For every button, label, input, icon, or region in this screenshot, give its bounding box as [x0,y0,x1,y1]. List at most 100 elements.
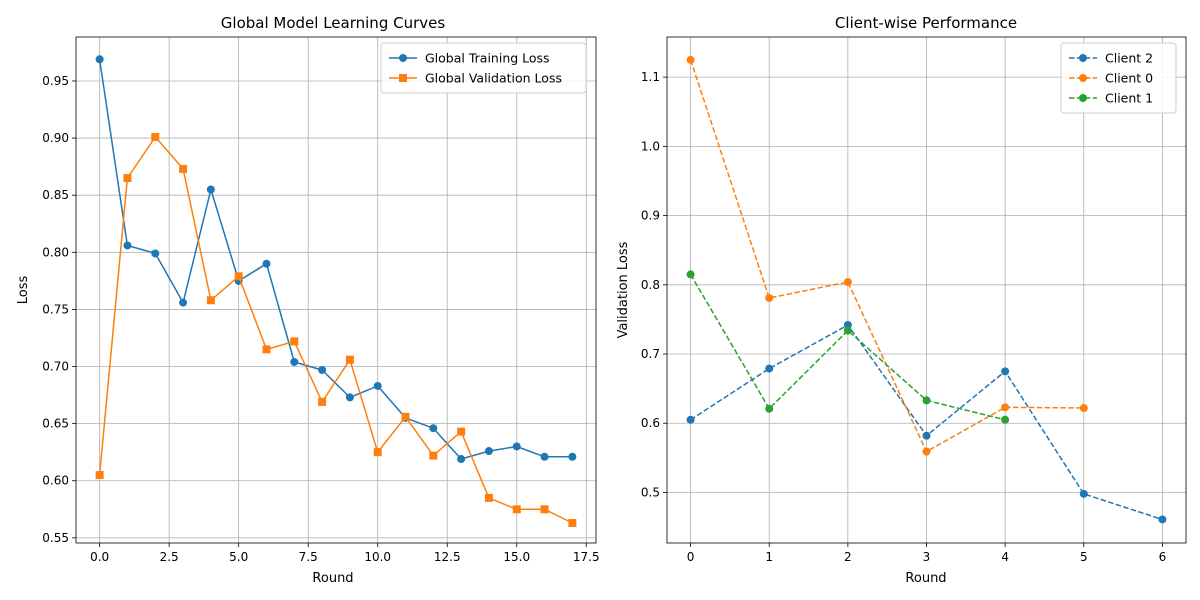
legend-label: Client 0 [1105,71,1153,86]
data-point [686,55,695,64]
data-point [429,424,438,433]
data-point [123,241,132,250]
data-point [290,357,299,366]
data-point [1079,54,1087,62]
data-point [922,447,931,456]
x-axis-label: Round [905,571,946,586]
plot-frame [75,36,597,544]
data-point [151,132,160,141]
data-point [686,270,695,279]
legend-frame [380,42,587,94]
data-point [686,415,695,424]
data-point [234,272,243,281]
data-point [95,55,104,64]
data-point [1079,74,1087,82]
data-point [290,337,299,346]
y-tick-label: 0.5 [641,485,660,499]
data-point [765,364,774,373]
x-tick-label: 15.0 [503,550,530,564]
data-point [345,355,354,364]
x-tick-label: 5.0 [229,550,248,564]
y-tick-label: 0.65 [42,417,69,431]
data-point [1079,489,1088,498]
data-point [922,396,931,405]
x-tick-label: 17.5 [573,550,600,564]
data-point [318,365,327,374]
data-point [262,345,271,354]
y-axis-label: Loss [16,276,31,305]
x-tick-label: 7.5 [299,550,318,564]
series-1 [686,55,1088,456]
data-point [457,427,466,436]
legend: Client 2 Client 0 Client 1 [1060,42,1177,114]
legend-label: Global Validation Loss [425,71,562,86]
data-point [373,448,382,457]
data-point [484,493,493,502]
plot-frame [666,36,1187,544]
x-tick-label: 2 [844,550,852,564]
data-point [922,431,931,440]
data-point [484,447,493,456]
legend-label: Client 2 [1105,51,1153,66]
gridlines [76,37,596,543]
data-point [318,397,327,406]
y-axis-label: Validation Loss [616,241,631,338]
data-point [1079,94,1087,102]
y-tick-label: 0.85 [42,188,69,202]
data-point [262,259,271,268]
series-line [98,136,573,524]
x-tick-label: 2.5 [160,550,179,564]
y-tick-label: 0.75 [42,302,69,316]
legend-label: Client 1 [1105,91,1153,106]
y-tick-label: 0.70 [42,360,69,374]
x-tick-label: 5 [1080,550,1088,564]
data-point [512,505,521,514]
y-tick-label: 0.9 [641,209,660,223]
data-point [765,293,774,302]
x-tick-label: 4 [1001,550,1009,564]
data-point [540,452,549,461]
global-learning-curves-chart: Global Model Learning Curves Round Loss … [16,14,600,586]
data-point [206,185,215,194]
data-point [765,404,774,413]
legend: Global Training Loss Global Validation Lo… [380,42,587,94]
y-tick-label: 0.7 [641,347,660,361]
series-2 [686,270,1010,424]
ticks: 0 1 2 3 4 5 6 0.5 0.6 0.7 0.8 0.9 1.0 1.1 [641,70,1166,564]
data-point [399,54,407,62]
legend-frame [1060,42,1177,114]
data-point [373,381,382,390]
data-point [1001,367,1010,376]
data-point [568,452,577,461]
data-point [568,519,577,528]
data-point [151,249,160,258]
data-point [179,298,188,307]
y-tick-label: 0.8 [641,278,660,292]
x-tick-label: 6 [1159,550,1167,564]
data-point [123,174,132,183]
data-point [429,451,438,460]
data-point [1001,403,1010,412]
y-tick-label: 0.6 [641,416,660,430]
series-line [98,59,573,460]
chart-title: Client-wise Performance [835,14,1017,32]
series-1 [95,132,577,528]
client-wise-performance-chart: Client-wise Performance Round Validation… [616,14,1187,586]
y-tick-label: 0.95 [42,74,69,88]
series-line [689,59,1084,453]
y-tick-label: 0.55 [42,531,69,545]
data-point [457,455,466,464]
data-point [179,164,188,173]
y-tick-label: 0.60 [42,474,69,488]
data-point [401,412,410,421]
y-tick-label: 1.0 [641,139,660,153]
legend-label: Global Training Loss [425,51,550,66]
x-tick-label: 1 [765,550,773,564]
ticks: 0.0 2.5 5.0 7.5 10.0 12.5 15.0 17.5 0.55 0.60 0.65… [42,74,599,564]
series-0 [95,55,577,464]
data-point [843,320,852,329]
y-tick-label: 0.90 [42,131,69,145]
chart-title: Global Model Learning Curves [221,14,446,32]
